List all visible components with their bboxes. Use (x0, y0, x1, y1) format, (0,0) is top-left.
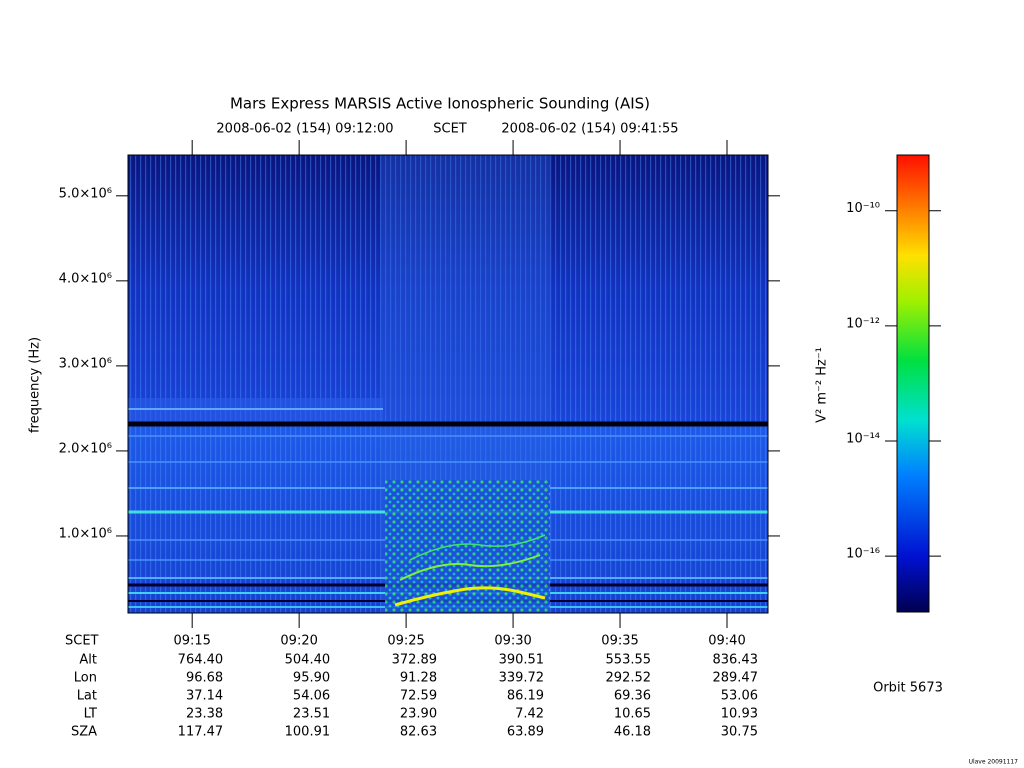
ephemeris-value: 372.89 (392, 653, 438, 668)
ephemeris-value: 46.18 (614, 725, 651, 740)
ephemeris-value: 504.40 (285, 653, 331, 668)
x-tick-label: 09:35 (601, 634, 638, 649)
ephemeris-value: 7.42 (515, 707, 544, 722)
y-tick-label: 1.0×10⁶ (59, 526, 112, 541)
ephemeris-label: Lat (77, 689, 97, 704)
x-tick-label: 09:15 (173, 634, 210, 649)
colorbar-tick-label: 10⁻¹² (846, 316, 880, 331)
ephemeris-value: 53.06 (721, 689, 758, 704)
ephemeris-label: Lon (74, 671, 97, 686)
ephemeris-value: 91.28 (400, 671, 437, 686)
ephemeris-label: LT (84, 707, 97, 722)
time-label: SCET (433, 122, 467, 137)
ephemeris-value: 37.14 (186, 689, 223, 704)
ephemeris-value: 764.40 (178, 653, 224, 668)
x-tick-label: 09:20 (280, 634, 317, 649)
y-tick-label: 3.0×10⁶ (59, 356, 112, 371)
ephemeris-value: 289.47 (712, 671, 758, 686)
spectrogram-image (128, 155, 768, 613)
ephemeris-label: Alt (79, 653, 97, 668)
ephemeris-value: 30.75 (721, 725, 758, 740)
orbit-label: Orbit 5673 (873, 681, 943, 696)
colorbar (896, 154, 930, 613)
time-row-label: SCET (65, 634, 99, 649)
ephemeris-value: 23.38 (186, 707, 223, 722)
x-tick-label: 09:25 (387, 634, 424, 649)
plot-frame (127, 154, 769, 614)
ephemeris-value: 100.91 (285, 725, 331, 740)
ephemeris-value: 63.89 (507, 725, 544, 740)
ephemeris-value: 54.06 (293, 689, 330, 704)
colorbar-tick-label: 10⁻¹⁶ (846, 547, 880, 562)
x-tick-label: 09:40 (708, 634, 745, 649)
start-time: 2008-06-02 (154) 09:12:00 (216, 122, 393, 137)
ephemeris-value: 86.19 (507, 689, 544, 704)
footer-credit: Ulave 20091117 (969, 759, 1019, 766)
ephemeris-label: SZA (71, 725, 97, 740)
ephemeris-value: 836.43 (712, 653, 758, 668)
ephemeris-value: 72.59 (400, 689, 437, 704)
y-tick-label: 4.0×10⁶ (59, 271, 112, 286)
ephemeris-value: 339.72 (499, 671, 545, 686)
colorbar-tick-label: 10⁻¹⁰ (846, 201, 880, 216)
chart-title: Mars Express MARSIS Active Ionospheric S… (230, 95, 650, 113)
colorbar-tick-label: 10⁻¹⁴ (846, 432, 880, 447)
y-tick-label: 2.0×10⁶ (59, 441, 112, 456)
ephemeris-value: 10.93 (721, 707, 758, 722)
ephemeris-value: 292.52 (606, 671, 652, 686)
ephemeris-value: 553.55 (606, 653, 652, 668)
ephemeris-value: 69.36 (614, 689, 651, 704)
end-time: 2008-06-02 (154) 09:41:55 (501, 122, 678, 137)
x-tick-label: 09:30 (494, 634, 531, 649)
ephemeris-value: 95.90 (293, 671, 330, 686)
ephemeris-value: 82.63 (400, 725, 437, 740)
ephemeris-value: 23.90 (400, 707, 437, 722)
y-axis-label: frequency (Hz) (28, 337, 43, 433)
ephemeris-value: 117.47 (178, 725, 224, 740)
y-tick-label: 5.0×10⁶ (59, 186, 112, 201)
ephemeris-value: 10.65 (614, 707, 651, 722)
colorbar-label: V² m⁻² Hz⁻¹ (815, 347, 830, 423)
ephemeris-value: 96.68 (186, 671, 223, 686)
ephemeris-value: 390.51 (499, 653, 545, 668)
ephemeris-value: 23.51 (293, 707, 330, 722)
